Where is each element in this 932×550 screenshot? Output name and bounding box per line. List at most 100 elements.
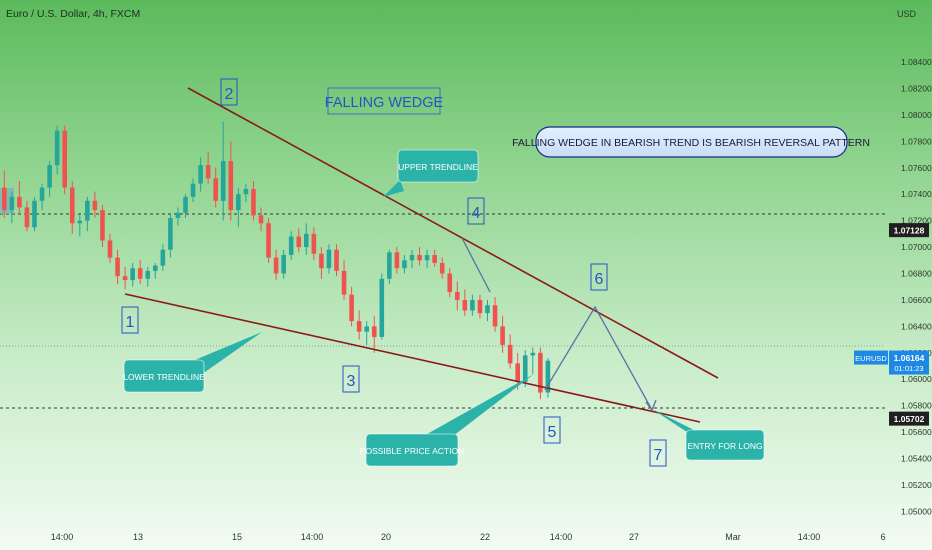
callout-entry: ENTRY FOR LONG	[652, 409, 765, 461]
candle-body	[319, 253, 324, 269]
description-box	[535, 126, 848, 158]
candle-body	[85, 200, 90, 221]
candle	[485, 299, 490, 322]
callout-price-action-box	[365, 433, 459, 467]
candle	[62, 125, 67, 195]
callout-price-action: POSSIBLE PRICE ACTION	[360, 374, 534, 467]
candle	[145, 266, 151, 287]
candle	[39, 183, 45, 211]
candle-body	[213, 178, 218, 201]
symbol-tag	[854, 350, 888, 365]
candle-body	[153, 265, 158, 271]
point-7-label: 7	[654, 447, 663, 464]
callout-lower-text: LOWER TRENDLINE	[123, 372, 205, 382]
description-text: FALLING WEDGE IN BEARISH TREND IS BEARIS…	[512, 137, 870, 149]
candle	[477, 294, 483, 319]
candle	[364, 321, 369, 345]
candle-body	[477, 299, 483, 314]
candle-body	[198, 165, 203, 184]
candle-body	[447, 273, 453, 293]
candle	[236, 187, 241, 228]
x-tick-label: 14:00	[550, 532, 573, 542]
y-tick-label: 1.06800	[901, 269, 932, 279]
candle-body	[530, 352, 536, 356]
price-label: 1.07128	[889, 223, 929, 238]
candle	[228, 141, 234, 221]
callout-upper-box	[397, 149, 479, 183]
point-4-label: 4	[472, 205, 481, 222]
candle-body	[2, 187, 7, 211]
candle	[9, 191, 15, 224]
callout-lower: LOWER TRENDLINE	[123, 332, 262, 393]
candle	[356, 310, 362, 340]
candle-body	[107, 240, 113, 258]
point-2-label: 2	[225, 86, 234, 103]
y-tick-label: 1.07400	[901, 189, 932, 199]
x-tick-label: 22	[480, 532, 490, 542]
candle	[69, 180, 75, 234]
candle-body	[334, 249, 339, 271]
candle-body	[304, 233, 309, 248]
candle-body	[115, 257, 120, 277]
candle	[198, 157, 203, 192]
callout-lower-box	[123, 359, 205, 393]
x-axis: 14:00 13 15 14:00 20 22 14:00 27 Mar 14:00 6	[51, 532, 886, 542]
candle-body	[296, 236, 302, 248]
candle-body	[137, 268, 143, 279]
point-5-label: 5	[548, 424, 557, 441]
candle-body	[515, 363, 520, 382]
candle-body	[371, 326, 377, 337]
price-tag	[889, 223, 929, 238]
callout-price-action-text: POSSIBLE PRICE ACTION	[360, 446, 464, 456]
candle-body	[175, 212, 181, 218]
candle	[183, 194, 188, 218]
candle-body	[77, 220, 83, 224]
price-tag-text: 1.07128	[894, 226, 925, 236]
candle-body	[32, 200, 37, 228]
candle	[349, 286, 354, 327]
callout-price-action-pointer	[420, 374, 534, 446]
candle-body	[341, 270, 347, 295]
candle	[439, 257, 445, 279]
candle-body	[160, 249, 166, 266]
candle	[251, 180, 256, 221]
candle-body	[402, 260, 407, 269]
candle-body	[432, 254, 437, 263]
candle	[500, 315, 505, 353]
candle	[447, 268, 453, 298]
candle-body	[92, 200, 98, 211]
y-tick-label: 1.05600	[901, 427, 932, 437]
candle-body	[100, 210, 105, 241]
chart-title: Euro / U.S. Dollar, 4h, FXCM	[6, 8, 140, 20]
y-tick-label: 1.08200	[901, 83, 932, 93]
candle	[77, 214, 83, 237]
callout-entry-text: ENTRY FOR LONG	[687, 441, 762, 451]
candle-body	[69, 187, 75, 224]
candle	[2, 170, 7, 218]
candle	[205, 151, 211, 184]
x-tick-label: 27	[629, 532, 639, 542]
price-label: 1.05702	[889, 411, 929, 426]
candle-body	[190, 183, 196, 197]
candle	[455, 281, 460, 311]
x-tick-label: Mar	[725, 532, 741, 542]
candle	[168, 214, 173, 258]
candle-body	[281, 254, 286, 274]
candle	[432, 249, 437, 267]
candle-body	[9, 196, 15, 211]
candle	[387, 249, 392, 285]
candle-body	[266, 223, 271, 258]
candle-body	[228, 161, 234, 211]
x-tick-label: 14:00	[51, 532, 74, 542]
candle	[100, 204, 105, 248]
candle	[402, 254, 407, 274]
candle	[92, 191, 98, 218]
candle	[379, 273, 385, 340]
candle-body	[492, 305, 498, 327]
x-tick-label: 13	[133, 532, 143, 542]
candle-body	[507, 344, 513, 364]
currency-label: USD	[897, 9, 917, 19]
candle	[266, 217, 271, 263]
candle	[296, 228, 302, 253]
